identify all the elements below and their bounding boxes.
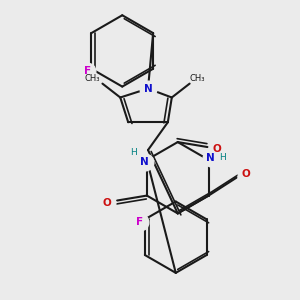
Text: H: H [219, 153, 226, 162]
Text: F: F [136, 217, 143, 227]
Text: CH₃: CH₃ [190, 74, 205, 83]
Text: H: H [130, 148, 136, 158]
Text: O: O [103, 197, 112, 208]
Text: O: O [213, 144, 222, 154]
Text: CH₃: CH₃ [85, 74, 100, 83]
Text: N: N [206, 153, 215, 163]
Text: N: N [144, 84, 152, 94]
Text: N: N [140, 157, 149, 167]
Text: O: O [242, 169, 251, 179]
Text: F: F [84, 66, 91, 76]
